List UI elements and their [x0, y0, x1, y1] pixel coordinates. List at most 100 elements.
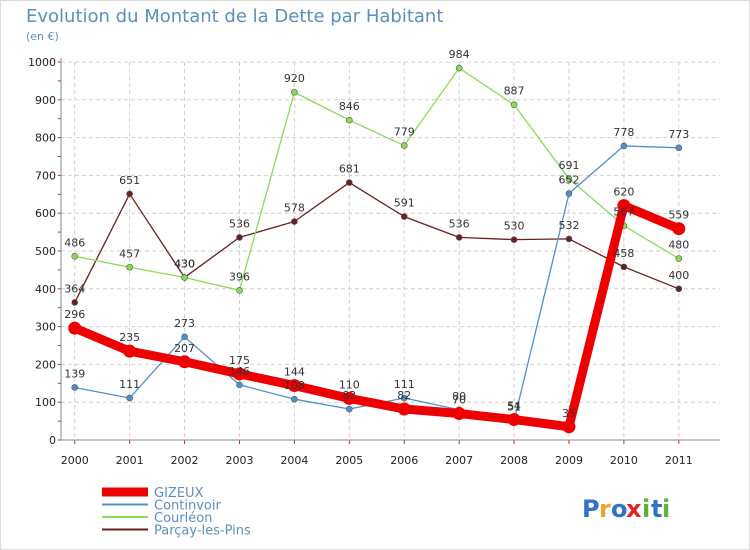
data-point — [455, 64, 463, 72]
data-point — [291, 395, 298, 403]
data-label: 80 — [452, 390, 466, 403]
data-point — [346, 179, 353, 186]
data-point — [342, 391, 356, 405]
data-label: 51 — [507, 401, 521, 414]
data-label: 458 — [613, 247, 634, 260]
data-point — [675, 255, 683, 262]
x-tick-label: 2005 — [335, 454, 363, 467]
data-point — [178, 355, 192, 369]
data-label: 430 — [174, 257, 195, 270]
x-tick-label: 2006 — [390, 454, 418, 467]
chart-title: Evolution du Montant de la Dette par Hab… — [26, 6, 443, 27]
legend-label: Courléon — [154, 511, 212, 526]
data-label: 846 — [339, 100, 360, 113]
data-point — [400, 142, 408, 149]
data-label: 651 — [119, 174, 140, 187]
y-tick-label: 900 — [35, 94, 56, 107]
data-point — [400, 394, 408, 402]
data-label: 111 — [119, 378, 140, 391]
data-label: 681 — [339, 163, 360, 176]
data-point — [565, 175, 573, 183]
data-label: 532 — [558, 219, 579, 232]
data-label: 559 — [668, 209, 689, 222]
data-label: 652 — [558, 174, 579, 187]
data-label: 591 — [394, 197, 415, 210]
data-label: 111 — [394, 378, 415, 391]
data-point — [71, 252, 79, 260]
data-label: 691 — [558, 159, 579, 172]
legend-item: Courléon — [102, 511, 212, 526]
legend-label: Continvoir — [154, 499, 221, 514]
data-label: 110 — [339, 378, 360, 391]
data-label: 984 — [449, 48, 470, 61]
data-label: 396 — [229, 270, 250, 283]
brand-letter: r — [599, 495, 611, 523]
data-point — [397, 402, 411, 416]
data-label: 887 — [504, 85, 525, 98]
x-tick-label: 2010 — [610, 454, 638, 467]
data-label: 567 — [613, 206, 634, 219]
data-point — [675, 285, 683, 293]
y-tick-label: 400 — [35, 283, 56, 296]
legend-item: GIZEUX — [102, 486, 204, 501]
data-label: 139 — [64, 367, 85, 380]
data-label: 54 — [507, 400, 521, 413]
data-label: 457 — [119, 247, 140, 260]
data-label: 146 — [229, 365, 250, 378]
series-line-par-ay-les-pins — [74, 181, 680, 304]
series-line-gizeux — [70, 201, 684, 432]
legend-label: Parçay-les-Pins — [154, 524, 251, 539]
data-label: 400 — [668, 269, 689, 282]
data-point — [400, 213, 408, 220]
data-point — [455, 234, 463, 241]
y-tick-label: 0 — [49, 434, 56, 447]
x-tick-label: 2011 — [665, 454, 693, 467]
data-point — [565, 235, 573, 243]
data-point — [181, 274, 188, 281]
data-label: 773 — [668, 128, 689, 141]
series-line-courl-on — [74, 67, 680, 291]
data-point — [346, 405, 353, 413]
x-tick-label: 2002 — [171, 454, 199, 467]
data-point — [126, 394, 133, 402]
data-label: 620 — [613, 186, 634, 199]
data-label: 779 — [394, 126, 415, 139]
data-label: 480 — [668, 239, 689, 252]
data-point — [71, 384, 79, 391]
data-point — [126, 263, 133, 271]
data-point — [232, 367, 246, 381]
data-label: 430 — [174, 257, 195, 270]
x-tick-label: 2008 — [500, 454, 528, 467]
data-point — [510, 101, 518, 109]
data-point — [565, 190, 573, 197]
data-point — [126, 190, 133, 198]
data-point — [236, 234, 243, 241]
data-point — [617, 199, 631, 213]
data-label: 35 — [562, 407, 576, 420]
data-point — [71, 299, 79, 306]
series-lines — [68, 64, 686, 434]
data-point — [68, 321, 82, 335]
data-point — [181, 333, 188, 341]
data-label: 273 — [174, 317, 195, 330]
y-tick-label: 1000 — [28, 56, 56, 69]
data-point — [675, 144, 683, 152]
data-label: 530 — [504, 220, 525, 233]
data-label: 82 — [342, 389, 356, 402]
axes: 0 100 200 300 400 500 600 700 800 900 1000 2000 2001… — [28, 56, 720, 467]
legend-label: GIZEUX — [154, 486, 204, 501]
brand-letter: i — [662, 495, 670, 523]
data-label: 175 — [229, 354, 250, 367]
y-tick-label: 600 — [35, 207, 56, 220]
legend-item: Parçay-les-Pins — [102, 524, 251, 539]
brand-letter: o — [611, 495, 628, 523]
y-tick-label: 200 — [35, 358, 56, 371]
x-tick-label: 2007 — [445, 454, 473, 467]
data-point — [291, 88, 298, 96]
legend-item: Continvoir — [102, 499, 221, 514]
data-label: 536 — [229, 217, 250, 230]
brand-letter: x — [626, 495, 642, 523]
